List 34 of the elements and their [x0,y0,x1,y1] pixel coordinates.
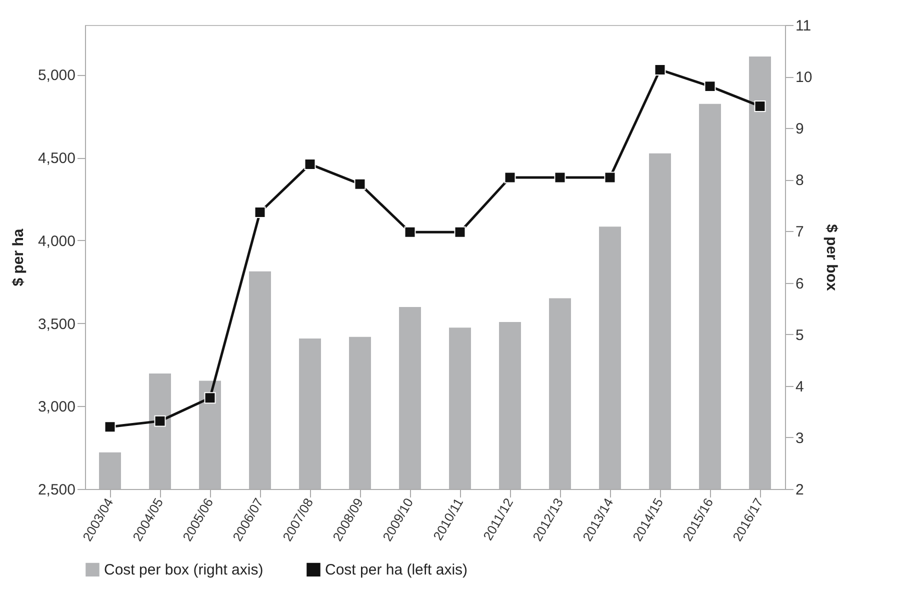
y-tick-label: 3,500 [38,316,76,333]
y2-tick-label: 4 [796,378,804,396]
point [404,226,416,238]
point [754,100,766,112]
point [104,421,116,433]
point [704,80,716,92]
y-tick-label: 5,000 [38,67,76,84]
y2-tick-label: 7 [796,224,804,241]
y2-tick-label: 11 [796,18,812,34]
y2-tick-label: 5 [796,326,804,344]
point [354,178,366,190]
point [454,226,466,238]
point [154,415,166,427]
point [304,158,316,170]
y2-tick-label: 3 [796,430,804,447]
y-tick-label: 2,500 [38,482,76,498]
y2-tick-label: 10 [796,69,812,86]
point [654,64,666,76]
y-tick-label: 4,000 [38,232,76,250]
legend-label: Cost per box (right axis) [104,562,264,579]
y2-axis-title: $ per box [823,224,840,292]
y2-tick-label: 8 [796,172,804,190]
point [204,392,216,404]
y2-tick-label: 9 [796,120,804,138]
y-tick-label: 4,500 [38,150,76,168]
point [504,172,516,184]
point [254,206,266,218]
point [604,172,616,184]
legend-label: Cost per ha (left axis) [325,562,468,579]
y-tick-label: 3,000 [38,398,76,416]
point [554,172,566,184]
y2-tick-label: 6 [796,275,804,292]
y-axis-title: $ per ha [10,228,27,286]
y2-tick-label: 2 [796,482,804,498]
